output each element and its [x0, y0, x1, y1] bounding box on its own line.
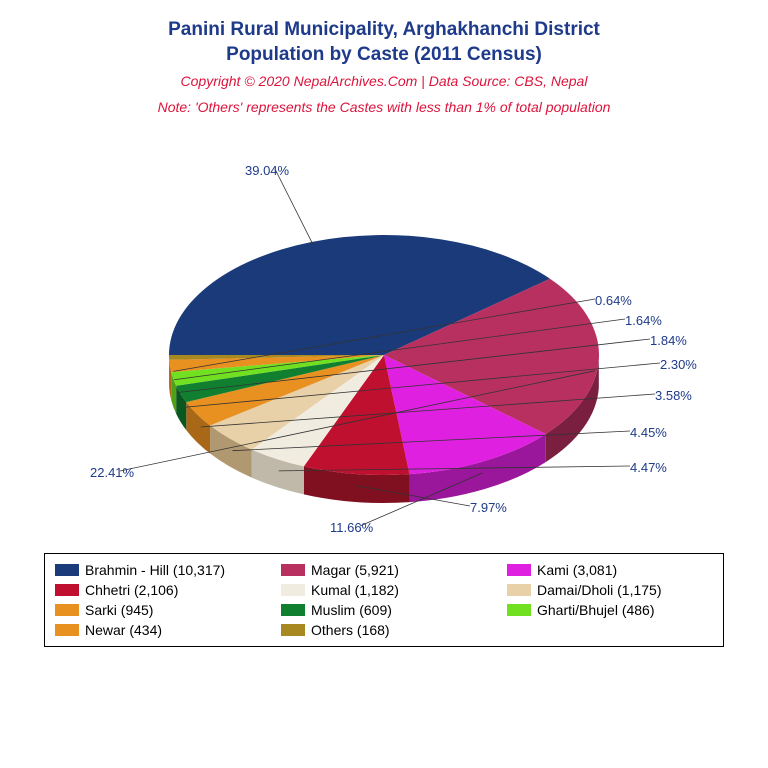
legend-label: Brahmin - Hill (10,317)	[85, 562, 225, 578]
pct-label: 4.45%	[630, 425, 667, 440]
legend-swatch	[281, 624, 305, 636]
copyright-text: Copyright © 2020 NepalArchives.Com | Dat…	[0, 73, 768, 89]
legend-item: Kami (3,081)	[507, 562, 727, 578]
legend-label: Others (168)	[311, 622, 390, 638]
legend-swatch	[55, 604, 79, 616]
legend-swatch	[55, 564, 79, 576]
legend-item: Gharti/Bhujel (486)	[507, 602, 727, 618]
chart-title: Panini Rural Municipality, Arghakhanchi …	[0, 0, 768, 67]
legend-item: Magar (5,921)	[281, 562, 501, 578]
leader-line	[275, 169, 313, 244]
legend-item: Kumal (1,182)	[281, 582, 501, 598]
legend-swatch	[507, 584, 531, 596]
legend-label: Newar (434)	[85, 622, 162, 638]
title-line-2: Population by Caste (2011 Census)	[226, 44, 542, 65]
pct-label: 2.30%	[660, 357, 697, 372]
legend-swatch	[55, 624, 79, 636]
pct-label: 11.66%	[330, 520, 373, 535]
pct-label: 1.84%	[650, 333, 687, 348]
note-text: Note: 'Others' represents the Castes wit…	[0, 99, 768, 115]
legend-label: Magar (5,921)	[311, 562, 399, 578]
legend-swatch	[281, 604, 305, 616]
legend-label: Kumal (1,182)	[311, 582, 399, 598]
legend-item: Sarki (945)	[55, 602, 275, 618]
pct-label: 4.47%	[630, 460, 667, 475]
legend-item: Brahmin - Hill (10,317)	[55, 562, 275, 578]
legend-item: Newar (434)	[55, 622, 275, 638]
legend-label: Kami (3,081)	[537, 562, 617, 578]
pie-top	[169, 235, 599, 475]
legend-item: Damai/Dholi (1,175)	[507, 582, 727, 598]
legend-swatch	[507, 564, 531, 576]
legend-swatch	[507, 604, 531, 616]
legend-item: Others (168)	[281, 622, 501, 638]
pct-label: 0.64%	[595, 293, 632, 308]
legend: Brahmin - Hill (10,317) Magar (5,921) Kami…	[44, 553, 724, 647]
pct-label: 3.58%	[655, 388, 692, 403]
legend-label: Sarki (945)	[85, 602, 153, 618]
legend-item: Muslim (609)	[281, 602, 501, 618]
title-line-1: Panini Rural Municipality, Arghakhanchi …	[168, 19, 600, 40]
legend-swatch	[55, 584, 79, 596]
pie-chart: 39.04% 22.41% 11.66% 7.97% 4.47% 4.45% 3.58% 2.…	[0, 125, 768, 545]
legend-swatch	[281, 564, 305, 576]
pct-label: 39.04%	[245, 163, 289, 178]
legend-label: Chhetri (2,106)	[85, 582, 178, 598]
legend-label: Muslim (609)	[311, 602, 392, 618]
legend-swatch	[281, 584, 305, 596]
legend-label: Gharti/Bhujel (486)	[537, 602, 655, 618]
pct-label: 7.97%	[470, 500, 507, 515]
legend-item: Chhetri (2,106)	[55, 582, 275, 598]
pct-label: 22.41%	[90, 465, 134, 480]
pct-label: 1.64%	[625, 313, 662, 328]
legend-label: Damai/Dholi (1,175)	[537, 582, 662, 598]
